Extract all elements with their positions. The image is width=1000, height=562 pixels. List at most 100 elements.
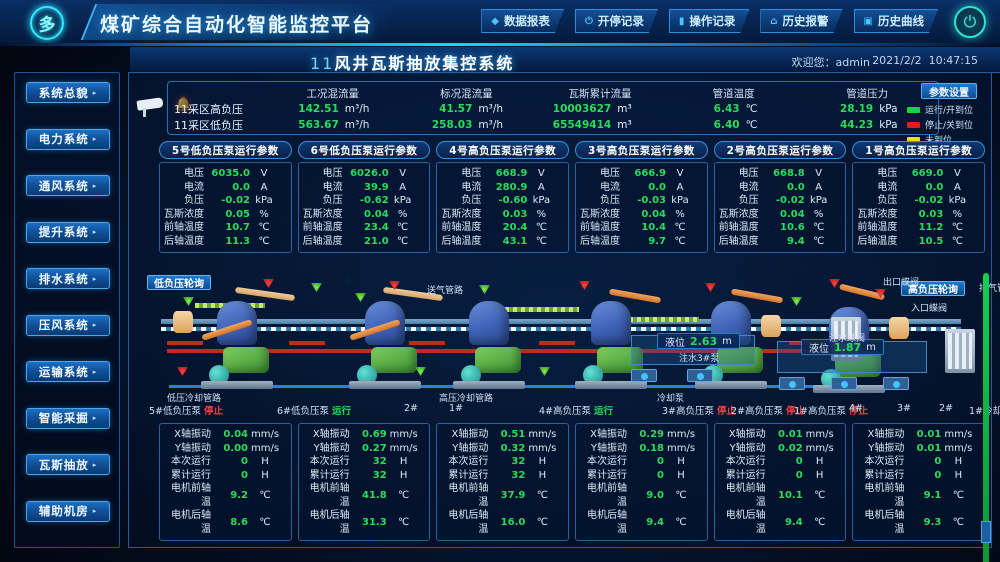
camera-stand-icon [143, 108, 146, 117]
stat-cell-1-0: 563.67 m³/h [266, 117, 400, 133]
motor-head [583, 365, 603, 385]
sidebar-item-0[interactable]: 系统总貌 ▸ [26, 82, 110, 103]
water-injection-pump[interactable] [779, 377, 805, 390]
param-unit: ℃ [674, 222, 686, 233]
pump-param-row: 电压 6035.0 V [164, 167, 286, 181]
param-label: 后轴温度 [441, 235, 482, 247]
param-value: 0.0 [925, 181, 944, 193]
pump-card-title: 3号高负压泵运行参数 [575, 141, 708, 159]
status-state: 运行 [332, 406, 352, 417]
storage-drum [761, 315, 781, 337]
status-name: 1#高负压泵 [794, 406, 847, 417]
vibration-value: 0 [657, 469, 665, 481]
valve-red-icon[interactable] [263, 279, 274, 288]
scrollbar-thumb[interactable] [981, 521, 991, 543]
sidebar-item-7[interactable]: 智能采掘 ▸ [26, 407, 110, 429]
sidebar-item-6[interactable]: 运输系统 ▸ [26, 361, 110, 382]
valve-green-icon[interactable] [539, 367, 550, 376]
valve-red-icon[interactable] [177, 367, 188, 376]
stat-unit: m³ [617, 103, 632, 115]
vibration-row: 电机后轴温 9.4 ℃ [580, 509, 702, 536]
status-name: 2#高负压泵 [731, 406, 784, 417]
param-value: 21.0 [363, 235, 389, 247]
vibration-unit: ℃ [814, 489, 826, 501]
valve-red-icon[interactable] [705, 283, 716, 292]
vibration-row: 本次运行 0 H [580, 455, 702, 469]
valve-red-icon[interactable] [579, 281, 590, 290]
cooling-pump-unit[interactable] [631, 369, 657, 382]
vibration-unit: H [399, 456, 408, 467]
sidebar-item-1[interactable]: 电力系统 ▸ [26, 128, 110, 150]
nav-button-0[interactable]: ◆ 数据报表 [481, 9, 564, 33]
valve-red-icon[interactable] [829, 279, 840, 288]
level-left-unit: m [722, 335, 732, 347]
pump-motor [475, 347, 521, 373]
param-unit: % [952, 208, 963, 220]
motor-head [209, 365, 229, 385]
water-injection-pump[interactable] [831, 377, 857, 390]
sidebar-item-5[interactable]: 压风系统 ▸ [26, 314, 110, 336]
parameter-settings-button[interactable]: 参数设置 [921, 83, 977, 99]
nav-button-2[interactable]: ▮ 操作记录 [669, 9, 750, 33]
welcome-user: 欢迎您：admin [791, 56, 870, 69]
green-branch-pipe [629, 317, 699, 322]
valve-red-icon[interactable] [389, 281, 400, 290]
sidebar-item-3[interactable]: 提升系统 ▸ [26, 221, 110, 243]
pump-card-5: 1号高负压泵运行参数 电压 669.0 V 电流 0.0 A 负压 -0.02 kPa 瓦斯浓度 0.… [852, 141, 986, 253]
nav-button-4[interactable]: ▣ 历史曲线 [854, 9, 938, 33]
sidebar-item-4[interactable]: 排水系统 ▸ [26, 268, 110, 289]
vibration-label: 电机前轴温 [171, 483, 211, 508]
param-value: 0.0 [786, 181, 805, 193]
valve-green-icon[interactable] [791, 297, 802, 306]
pump-card-3: 3号高负压泵运行参数 电压 666.9 V 电流 0.0 A 负压 -0.03 kPa 瓦斯浓度 0.… [575, 141, 708, 253]
param-unit: ℃ [397, 235, 409, 247]
param-value: 0.04 [780, 208, 805, 220]
power-button[interactable]: ⏻ [954, 6, 986, 38]
pump-motor [597, 347, 643, 373]
sidebar-item-9[interactable]: 辅助机房 ▸ [26, 500, 110, 522]
legend-row-0: 运行/开到位 [907, 103, 985, 116]
vibration-label: 累计运行 [725, 469, 766, 481]
pump-param-row: 后轴温度 11.3 ℃ [164, 235, 286, 249]
nav-button-3[interactable]: ⌂ 历史报警 [760, 9, 842, 33]
vibration-value: 0 [934, 456, 942, 467]
valve-green-icon[interactable] [311, 283, 322, 292]
cooling-pump-unit[interactable] [687, 369, 713, 382]
valve-green-icon[interactable] [479, 285, 490, 294]
vibration-unit: mm/s [666, 429, 696, 440]
camera-body-icon [136, 97, 164, 111]
vibration-unit: mm/s [666, 442, 696, 454]
pump-param-row: 后轴温度 9.4 ℃ [719, 235, 841, 249]
vibration-row: 电机后轴温 31.3 ℃ [303, 509, 425, 536]
param-label: 前轴温度 [441, 222, 482, 233]
pump-card-2: 4号高负压泵运行参数 电压 668.9 V 电流 280.9 A 负压 -0.60 kPa 瓦斯浓度… [436, 141, 570, 253]
vibration-row: 本次运行 0 H [857, 455, 979, 469]
nav-button-1[interactable]: ⏻ 开停记录 [575, 9, 658, 33]
water-injection-pump[interactable] [883, 377, 909, 390]
param-unit: kPa [809, 195, 828, 206]
param-unit: ℃ [674, 235, 686, 247]
vibration-unit: mm/s [805, 429, 834, 440]
vibration-row: 电机后轴温 9.3 ℃ [857, 509, 979, 536]
stat-row-label-1: 11采区低负压 [174, 119, 243, 132]
legend-label: 停止/关到位 [925, 121, 974, 131]
valve-green-icon[interactable] [415, 367, 426, 376]
low-pressure-poll-badge[interactable]: 低负压轮询 [147, 275, 211, 290]
vibration-label: 电机前轴温 [864, 483, 905, 508]
valve-red-icon[interactable] [875, 289, 886, 298]
valve-green-icon[interactable] [355, 293, 366, 302]
sidebar-item-2[interactable]: 通风系统 ▸ [26, 175, 110, 196]
pump-param-row: 后轴温度 43.1 ℃ [441, 235, 563, 249]
storage-drum [889, 317, 909, 339]
vibration-row: 累计运行 0 H [164, 469, 286, 483]
vibration-unit: H [954, 469, 963, 481]
param-value: 668.9 [495, 168, 528, 179]
high-pressure-poll-badge[interactable]: 高负压轮询 [901, 281, 965, 296]
stat-cell-0-4: 28.19 kPa [800, 101, 934, 117]
valve-green-icon[interactable] [183, 297, 194, 306]
pump-status-2: 2# [404, 403, 418, 414]
sidebar-item-8[interactable]: 瓦斯抽放 ▸ [26, 454, 110, 475]
vibration-unit: ℃ [952, 489, 964, 501]
vibration-row: 累计运行 0 H [580, 469, 702, 483]
pump-status-10: 2# [939, 403, 953, 414]
